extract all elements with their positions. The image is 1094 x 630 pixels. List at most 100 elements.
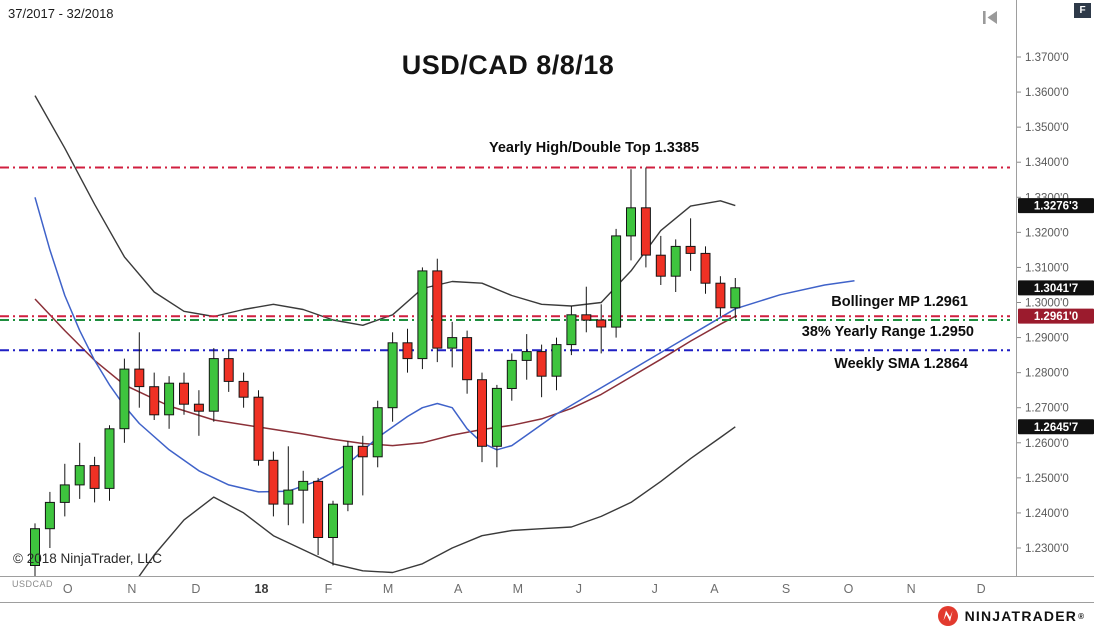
candle-body-down [193, 403, 204, 412]
candle-body-up [491, 387, 502, 447]
copyright-label: © 2018 NinjaTrader, LLC [13, 551, 163, 566]
time-axis-label: M [382, 582, 394, 596]
price-tick-label: 1.2900'0 [1025, 333, 1069, 345]
candle-body-down [149, 386, 160, 416]
candlestick-chart [0, 95, 1010, 576]
candle-body-down [238, 380, 249, 398]
candle-body-up [104, 428, 115, 489]
candle-body-up [44, 501, 55, 530]
price-tag [1018, 198, 1094, 214]
candle-body-up [283, 489, 294, 505]
candle-body-up [566, 314, 577, 346]
candle-body-up [328, 503, 338, 539]
candle-body-up [164, 382, 175, 416]
time-axis-label: M [512, 582, 524, 596]
candle-body-down [313, 480, 324, 538]
time-axis-label: J [575, 582, 583, 596]
candle-body-down [223, 358, 234, 382]
candle-body-down [640, 207, 651, 256]
candle-body-up [30, 528, 40, 567]
bollinger-upper-band [34, 95, 736, 326]
price-tag [1018, 308, 1094, 324]
candle-body-down [596, 319, 607, 328]
chart-plot-area[interactable]: Yearly High/Double Top 1.3385 Bollinger M… [0, 0, 1016, 576]
bollinger-mp-line-label: Bollinger MP 1.2961 [831, 294, 968, 310]
candle-body-down [685, 245, 696, 254]
candle-body-up [298, 480, 309, 491]
candle-body-down [715, 282, 726, 309]
price-tick-label: 1.3000'0 [1025, 298, 1069, 310]
candle-body-up [387, 342, 398, 409]
candle-body-up [521, 351, 532, 361]
time-axis-label: N [906, 582, 916, 596]
price-tick-label: 1.2400'0 [1025, 508, 1069, 520]
candle-body-up [59, 484, 70, 503]
blue-moving-average [34, 197, 855, 493]
candle-body-up [626, 207, 636, 237]
price-tag-label: 1.3041'7 [1034, 283, 1078, 295]
f-key-badge[interactable]: F [1074, 3, 1091, 18]
candle-body-up [208, 358, 219, 412]
ninjatrader-logo: NINJATRADER ® [937, 605, 1084, 627]
time-axis[interactable]: O N D 18 F M A M J J A S O N D USDCAD [0, 576, 1094, 603]
candle-body-down [700, 252, 711, 284]
price-tick-label: 1.2500'0 [1025, 473, 1069, 485]
time-axis-label: 18 [254, 582, 269, 596]
candle-body-up [447, 337, 458, 349]
time-axis-label: A [454, 582, 463, 596]
price-tick-label: 1.3500'0 [1025, 122, 1069, 134]
candle-body-up [670, 245, 681, 277]
candle-body-up [417, 270, 428, 360]
candle-body-down [536, 351, 547, 377]
candle-body-up [611, 235, 622, 328]
candle-body-down [268, 459, 279, 505]
candle-body-down [134, 368, 145, 388]
weekly-sma-line-label: Weekly SMA 1.2864 [834, 356, 968, 372]
date-range-label: 37/2017 - 32/2018 [8, 6, 114, 21]
skip-to-start-icon[interactable] [981, 9, 1001, 27]
price-tick-label: 1.2600'0 [1025, 438, 1069, 450]
registered-mark: ® [1078, 611, 1084, 621]
price-tick-label: 1.2700'0 [1025, 403, 1069, 415]
candle-body-up [119, 368, 130, 430]
price-tag [1018, 280, 1094, 296]
candle-body-down [477, 379, 487, 447]
candle-body-up [551, 344, 562, 377]
ninjatrader-logo-text: NINJATRADER [964, 608, 1078, 624]
time-axis-label: F [324, 582, 333, 596]
candle-body-up [74, 465, 85, 486]
candle-body-down [462, 337, 473, 381]
price-tag [1018, 419, 1094, 435]
time-axis-label: D [191, 582, 201, 596]
candle-body-up [506, 359, 517, 389]
footer-bar: NINJATRADER ® [0, 603, 1094, 630]
price-axis[interactable]: 1.3700'01.3600'01.3500'01.3400'01.3300'0… [1016, 0, 1094, 576]
candle-body-down [357, 445, 368, 458]
candle-body-down [581, 314, 592, 321]
time-axis-label: O [843, 582, 854, 596]
candle-body-down [402, 342, 413, 360]
time-axis-label: N [127, 582, 137, 596]
price-tick-label: 1.3100'0 [1025, 262, 1069, 274]
instrument-label: USDCAD [12, 579, 54, 589]
time-axis-label: A [710, 582, 719, 596]
price-tick-label: 1.3600'0 [1025, 87, 1069, 99]
yearly-high-double-top-line-label: Yearly High/Double Top 1.3385 [488, 140, 700, 156]
price-tick-label: 1.2800'0 [1025, 368, 1069, 380]
time-axis-label: S [781, 582, 791, 596]
price-tag-label: 1.3276'3 [1034, 201, 1078, 213]
chart-title: USD/CAD 8/8/18 [401, 50, 615, 80]
candle-body-up [342, 445, 353, 505]
price-tag-label: 1.2961'0 [1034, 311, 1078, 323]
ninjatrader-logo-icon [937, 606, 958, 626]
price-tick-label: 1.3400'0 [1025, 157, 1069, 169]
price-tick-label: 1.2300'0 [1025, 543, 1069, 555]
candle-body-down [89, 465, 100, 489]
bollinger-lower-band [138, 426, 736, 576]
candle-body-down [179, 382, 189, 405]
price-tick-label: 1.3200'0 [1025, 227, 1069, 239]
candle-body-down [253, 396, 264, 461]
time-axis-label: J [651, 582, 658, 596]
yearly-range-38pct-line-label: 38% Yearly Range 1.2950 [801, 324, 974, 340]
